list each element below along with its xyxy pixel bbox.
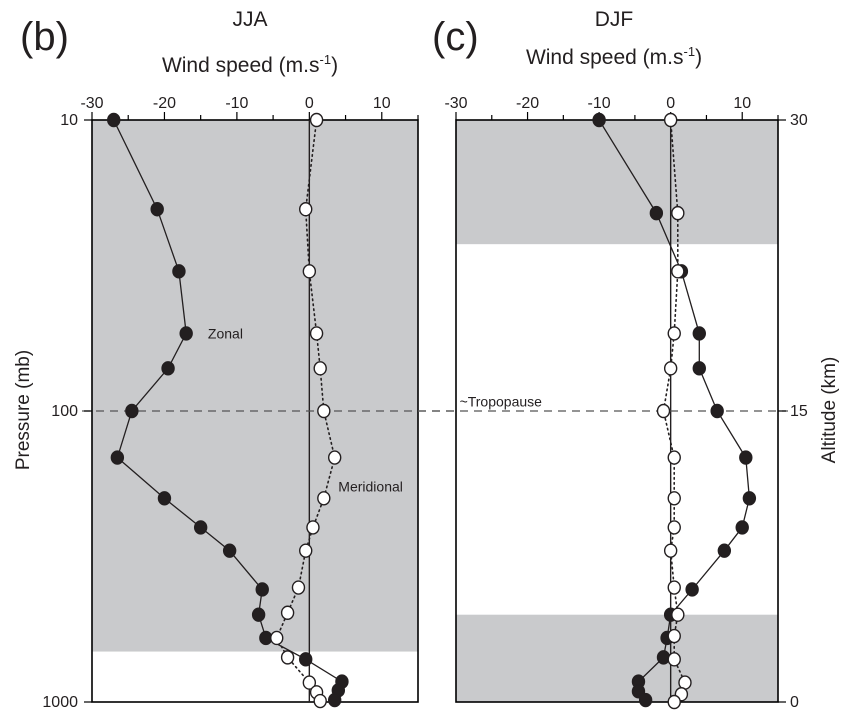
panel-c-zonal-point [656,650,671,665]
panel-c-shaded-band-1 [456,120,778,245]
panel-c-annotation: ~Tropopause [460,393,543,409]
panel-c-zonal-point [710,403,724,419]
panel-b-xtick-label: 0 [305,95,314,112]
panel-c-xtick-label: 0 [666,95,675,112]
panel-c-meridional-point [667,694,681,710]
panel-c-meridional-point [667,628,681,644]
panel-b-meridional-point [299,202,313,217]
panel-c-xtick-label: -10 [588,95,611,112]
panel-b-meridional-point [313,693,327,709]
panel-c-meridional-point [656,403,671,419]
panel-c-shaded-band-0 [456,614,778,702]
panel-c-meridional-point [671,205,685,221]
panel-b-zonal-point [110,450,125,465]
panel-b-zonal-point [157,491,172,506]
panel-c-zonal-point [638,692,653,708]
panel-c-zonal-point [742,491,757,506]
panel-c-xtick-label: -30 [444,95,467,112]
panel-c-zonal-point [592,112,606,128]
panel-c-meridional-point [663,112,678,128]
panel-b-zonal-point [222,543,237,558]
panel-b-ytick-1000: 1000 [42,694,78,711]
panel-c-meridional-point [667,326,681,341]
panel-c-label: (c) [432,15,479,59]
panel-c-ytick-15: 15 [790,403,808,420]
panel-b-meridional-point [302,675,317,690]
panel-b-plot: -30 -20 -10 0 10 Zonal Meridional [80,95,456,709]
panel-b-zonal-point [125,403,139,419]
panel-b-meridional-point [291,580,306,595]
panel-b-meridional-point [317,491,331,506]
panel-c-ytick-0: 0 [790,694,799,711]
panel-b-meridional-point [309,112,324,128]
panel-b-annotation: Meridional [338,479,403,495]
panel-b-zonal-point [172,264,186,279]
panel-b-meridional-point [317,403,331,419]
panel-b-shaded-band-0 [92,120,418,652]
panel-c-meridional-point [667,580,681,595]
panel-c-zonal-point [692,361,706,376]
panel-c-zonal-point [649,205,664,221]
panel-b-annotation: Zonal [208,325,243,341]
panel-b-zonal-point [179,326,193,341]
panel-b-meridional-point [280,605,295,620]
panel-c-meridional-point [667,520,681,535]
panel-c-xtick-label: -20 [516,95,539,112]
panel-c-xlabel: Wind speed (m.s-1) [526,44,702,69]
panel-c-xtick-label: 10 [733,95,751,112]
panel-c-meridional-point [671,607,685,622]
panel-b-xtick-label: -20 [153,95,176,112]
panel-c-ytick-30: 30 [790,112,808,129]
panel-c-meridional-point [667,450,681,465]
panel-b-ylabel: Pressure (mb) [13,350,34,470]
panel-b-zonal-point [161,361,175,376]
panel-b-zonal-point [150,202,164,217]
panel-b-title: JJA [232,8,267,31]
panel-b-label: (b) [20,15,69,59]
panel-b-ytick-10: 10 [60,112,78,129]
panel-c-zonal-point [735,520,749,535]
panel-b-meridional-point [306,520,320,535]
panel-c-meridional-point [667,652,681,667]
panel-c-meridional-point [663,361,678,376]
panel-b-meridional-point [299,543,313,558]
panel-b-zonal-point [107,112,121,128]
panel-c-zonal-point [739,450,753,465]
panel-b-xtick-label: -10 [225,95,248,112]
panel-b-zonal-point [251,607,266,622]
panel-c-zonal-point [717,543,732,558]
panel-b-meridional-point [327,450,342,465]
panel-b-zonal-point [255,582,269,597]
panel-c-meridional-point [671,264,685,279]
panel-c-zonal-point [692,326,706,341]
panel-b-xlabel: Wind speed (m.s-1) [162,52,338,77]
panel-b-xtick-label: -30 [80,95,103,112]
panel-c-ylabel: Altitude (km) [819,357,840,464]
panel-c-zonal-point [685,582,699,597]
panel-b-meridional-point [270,630,284,646]
panel-b-xtick-label: 10 [373,95,391,112]
panel-b-meridional-point [280,650,295,665]
panel-c-meridional-point [667,491,681,506]
panel-b-ytick-100: 100 [51,403,78,420]
panel-b-meridional-point [302,264,317,279]
panel-c-plot: -30 -20 -10 0 10 ~Tropopause [418,95,788,710]
panel-b-zonal-point [299,652,313,667]
panel-b-zonal-point [327,692,342,708]
panel-b-meridional-point [313,361,327,376]
panel-c-meridional-point [663,543,678,558]
panel-c-title: DJF [595,8,634,31]
panel-b-zonal-point [193,520,208,535]
panel-b-meridional-point [309,326,324,341]
